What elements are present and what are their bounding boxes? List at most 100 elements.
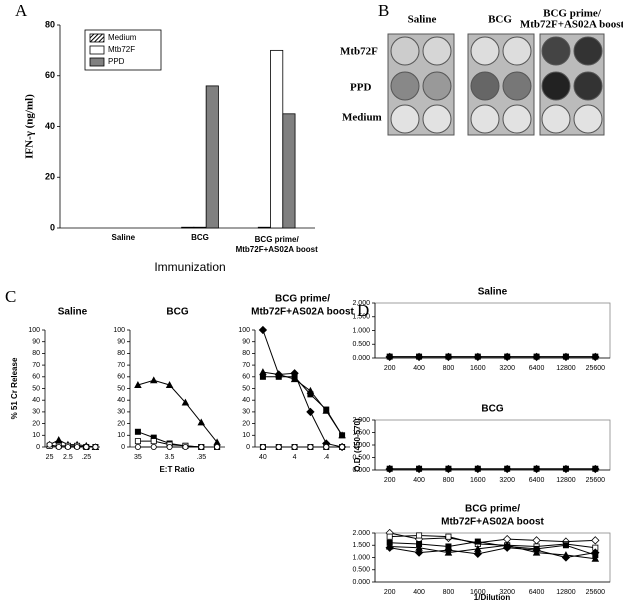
y-tick-label: 100 [238,327,250,334]
marker [291,443,298,450]
marker [307,391,314,398]
y-tick-label: 0 [121,444,125,451]
x-tick-label: 35 [134,454,142,461]
marker [166,443,173,450]
y-tick-label: 10 [117,432,125,439]
x-tick-label: 6400 [529,365,545,372]
x-tick-label: 200 [384,589,396,596]
marker [339,443,346,450]
y-tick-label: 60 [242,374,250,381]
x-tick-label: 800 [443,365,455,372]
marker [532,352,541,362]
marker [54,436,63,443]
x-tick-label: 200 [384,477,396,484]
x-tick-label: 2.5 [63,454,73,461]
marker [414,464,424,474]
marker [444,545,453,555]
marker [562,542,569,549]
x-tick-label: .35 [196,454,206,461]
marker [182,443,189,450]
y-tick-label: 60 [45,70,55,80]
chart: 0 10 20 30 40 50 60 70 80 90 100 25 2.5 .25 Saline C % 5… [5,287,100,461]
y-tick-label: 0.000 [352,579,370,586]
y-tick-label: 0.500 [352,454,370,461]
x-tick-label: .25 [81,454,91,461]
x-tick-label: 25600 [586,477,606,484]
series-line [262,376,343,436]
y-tick-label: 1.500 [352,314,370,321]
y-tick-label: 90 [32,339,40,346]
marker [503,464,512,474]
x-tick-label: 25600 [586,589,606,596]
marker [306,407,315,417]
series-line [389,541,596,556]
marker [474,538,481,545]
x-tick-label: 1600 [470,589,486,596]
x-tick-label: 25600 [586,365,606,372]
marker [473,352,482,362]
marker [134,438,141,445]
y-tick-label: 20 [45,172,55,182]
marker [46,441,53,448]
marker [134,428,141,435]
marker [444,352,453,362]
marker [591,536,600,545]
series-line [262,371,343,436]
y-tick-label: 100 [28,327,40,334]
chart-title: BCG [166,307,188,318]
marker [83,443,90,450]
marker [197,418,206,426]
marker [323,443,330,450]
y-tick-label: 70 [117,362,125,369]
legend-swatch [89,45,105,55]
y-tick-label: 80 [32,350,40,357]
y-tick-label: 2.000 [352,300,370,307]
marker [561,553,571,562]
y-tick-label: 30 [117,409,125,416]
y-axis-label: O.D. (450-570) [353,418,362,472]
bar [205,85,219,229]
marker [291,373,298,380]
chart: 0 10 20 30 40 50 60 70 80 90 100 35 3.5 .35 BCG E:T Rat… [113,307,225,474]
bar [282,113,296,229]
marker [339,432,346,439]
marker [74,443,81,450]
x-tick-label: 800 [443,477,455,484]
y-axis-label: IFN-γ (ng/ml) [24,94,36,159]
y-tick-label: 0.500 [352,567,370,574]
y-tick-label: 90 [117,339,125,346]
marker [532,536,541,545]
marker [64,443,71,450]
y-tick-label: 60 [117,374,125,381]
x-tick-label: 400 [413,477,425,484]
marker [385,543,394,552]
marker [386,533,393,540]
legend-label: PPD [108,57,125,66]
y-tick-label: 10 [242,432,250,439]
marker [165,381,174,388]
column-label: Mtb72F+AS02A boost [520,19,623,31]
x-tick-label: 12800 [556,589,576,596]
chart: 0.000 0.500 1.000 1.500 2.000 200 400 800 1600 32… [352,287,611,372]
elispot-wells [387,33,605,136]
series-line [137,379,218,443]
x-axis-label: 1/Dilution [474,593,511,602]
x-tick-label: 3.5 [165,454,175,461]
x-tick-label: 12800 [556,477,576,484]
legend-swatch [89,33,105,43]
bar [181,226,195,229]
x-tick-label: 6400 [529,589,545,596]
marker [414,548,424,557]
y-tick-label: 0.000 [352,355,370,362]
marker [591,464,600,474]
x-tick-label: 3200 [499,365,515,372]
chart: 0.000 0.500 1.000 1.500 2.000 200 400 800 1600 32… [352,404,611,484]
y-tick-label: 20 [242,420,250,427]
marker [214,443,221,450]
marker [150,443,157,450]
x-tick-label: 4 [293,454,297,461]
panel-letter: D [357,301,369,320]
plot-frame [374,302,611,359]
x-tick-label: 1600 [470,365,486,372]
